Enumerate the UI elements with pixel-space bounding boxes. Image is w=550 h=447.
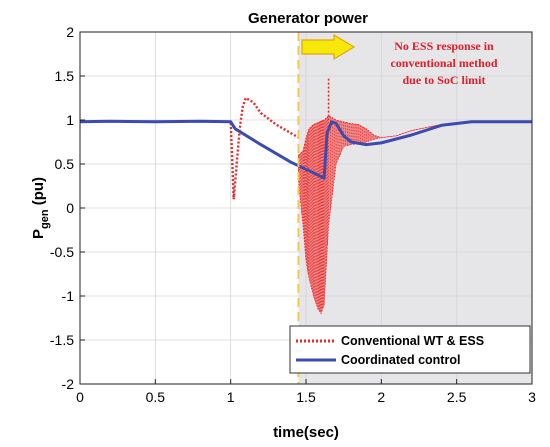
legend-box [289,325,531,374]
x-axis-label: time(sec) [273,424,339,441]
y-tick-label: -2 [62,376,75,392]
y-tick-label: -1.5 [50,332,74,348]
y-tick-label: 0.5 [55,156,75,172]
y-axis-label-sub: gen [39,209,51,229]
y-tick-label: 0 [66,200,74,216]
annotation-line-2: conventional method [390,56,497,70]
x-tick-label: 0.5 [146,389,166,405]
x-tick-label: 1.5 [296,389,316,405]
legend-label-coordinated: Coordinated control [341,353,460,367]
x-tick-label: 3 [528,389,536,405]
y-tick-label: 1.5 [55,68,75,84]
annotation-line-1: No ESS response in [394,39,494,53]
x-tick-label: 2 [377,389,385,405]
x-tick-label: 2.5 [447,389,467,405]
y-tick-label: 1 [66,112,74,128]
x-tick-label: 0 [76,389,84,405]
y-tick-label: -1 [62,288,75,304]
chart-title: Generator power [248,10,368,27]
y-tick-label: -0.5 [50,244,74,260]
y-tick-label: 2 [66,24,74,40]
y-axis-label: Pgen (pu) [30,177,51,239]
legend: Conventional WT & ESS Coordinated contro… [289,325,531,374]
conventional-oscillation-band [298,115,532,315]
x-tick-label: 1 [227,389,235,405]
legend-label-conventional: Conventional WT & ESS [341,334,484,348]
annotation-arrow [301,33,356,61]
annotation-line-3: due to SoC limit [402,73,485,87]
series-coordinated-line [79,119,532,180]
annotation: No ESS response in conventional method d… [301,33,498,87]
y-axis-label-unit: (pu) [30,177,47,209]
y-axis-label-main: P [30,229,47,239]
